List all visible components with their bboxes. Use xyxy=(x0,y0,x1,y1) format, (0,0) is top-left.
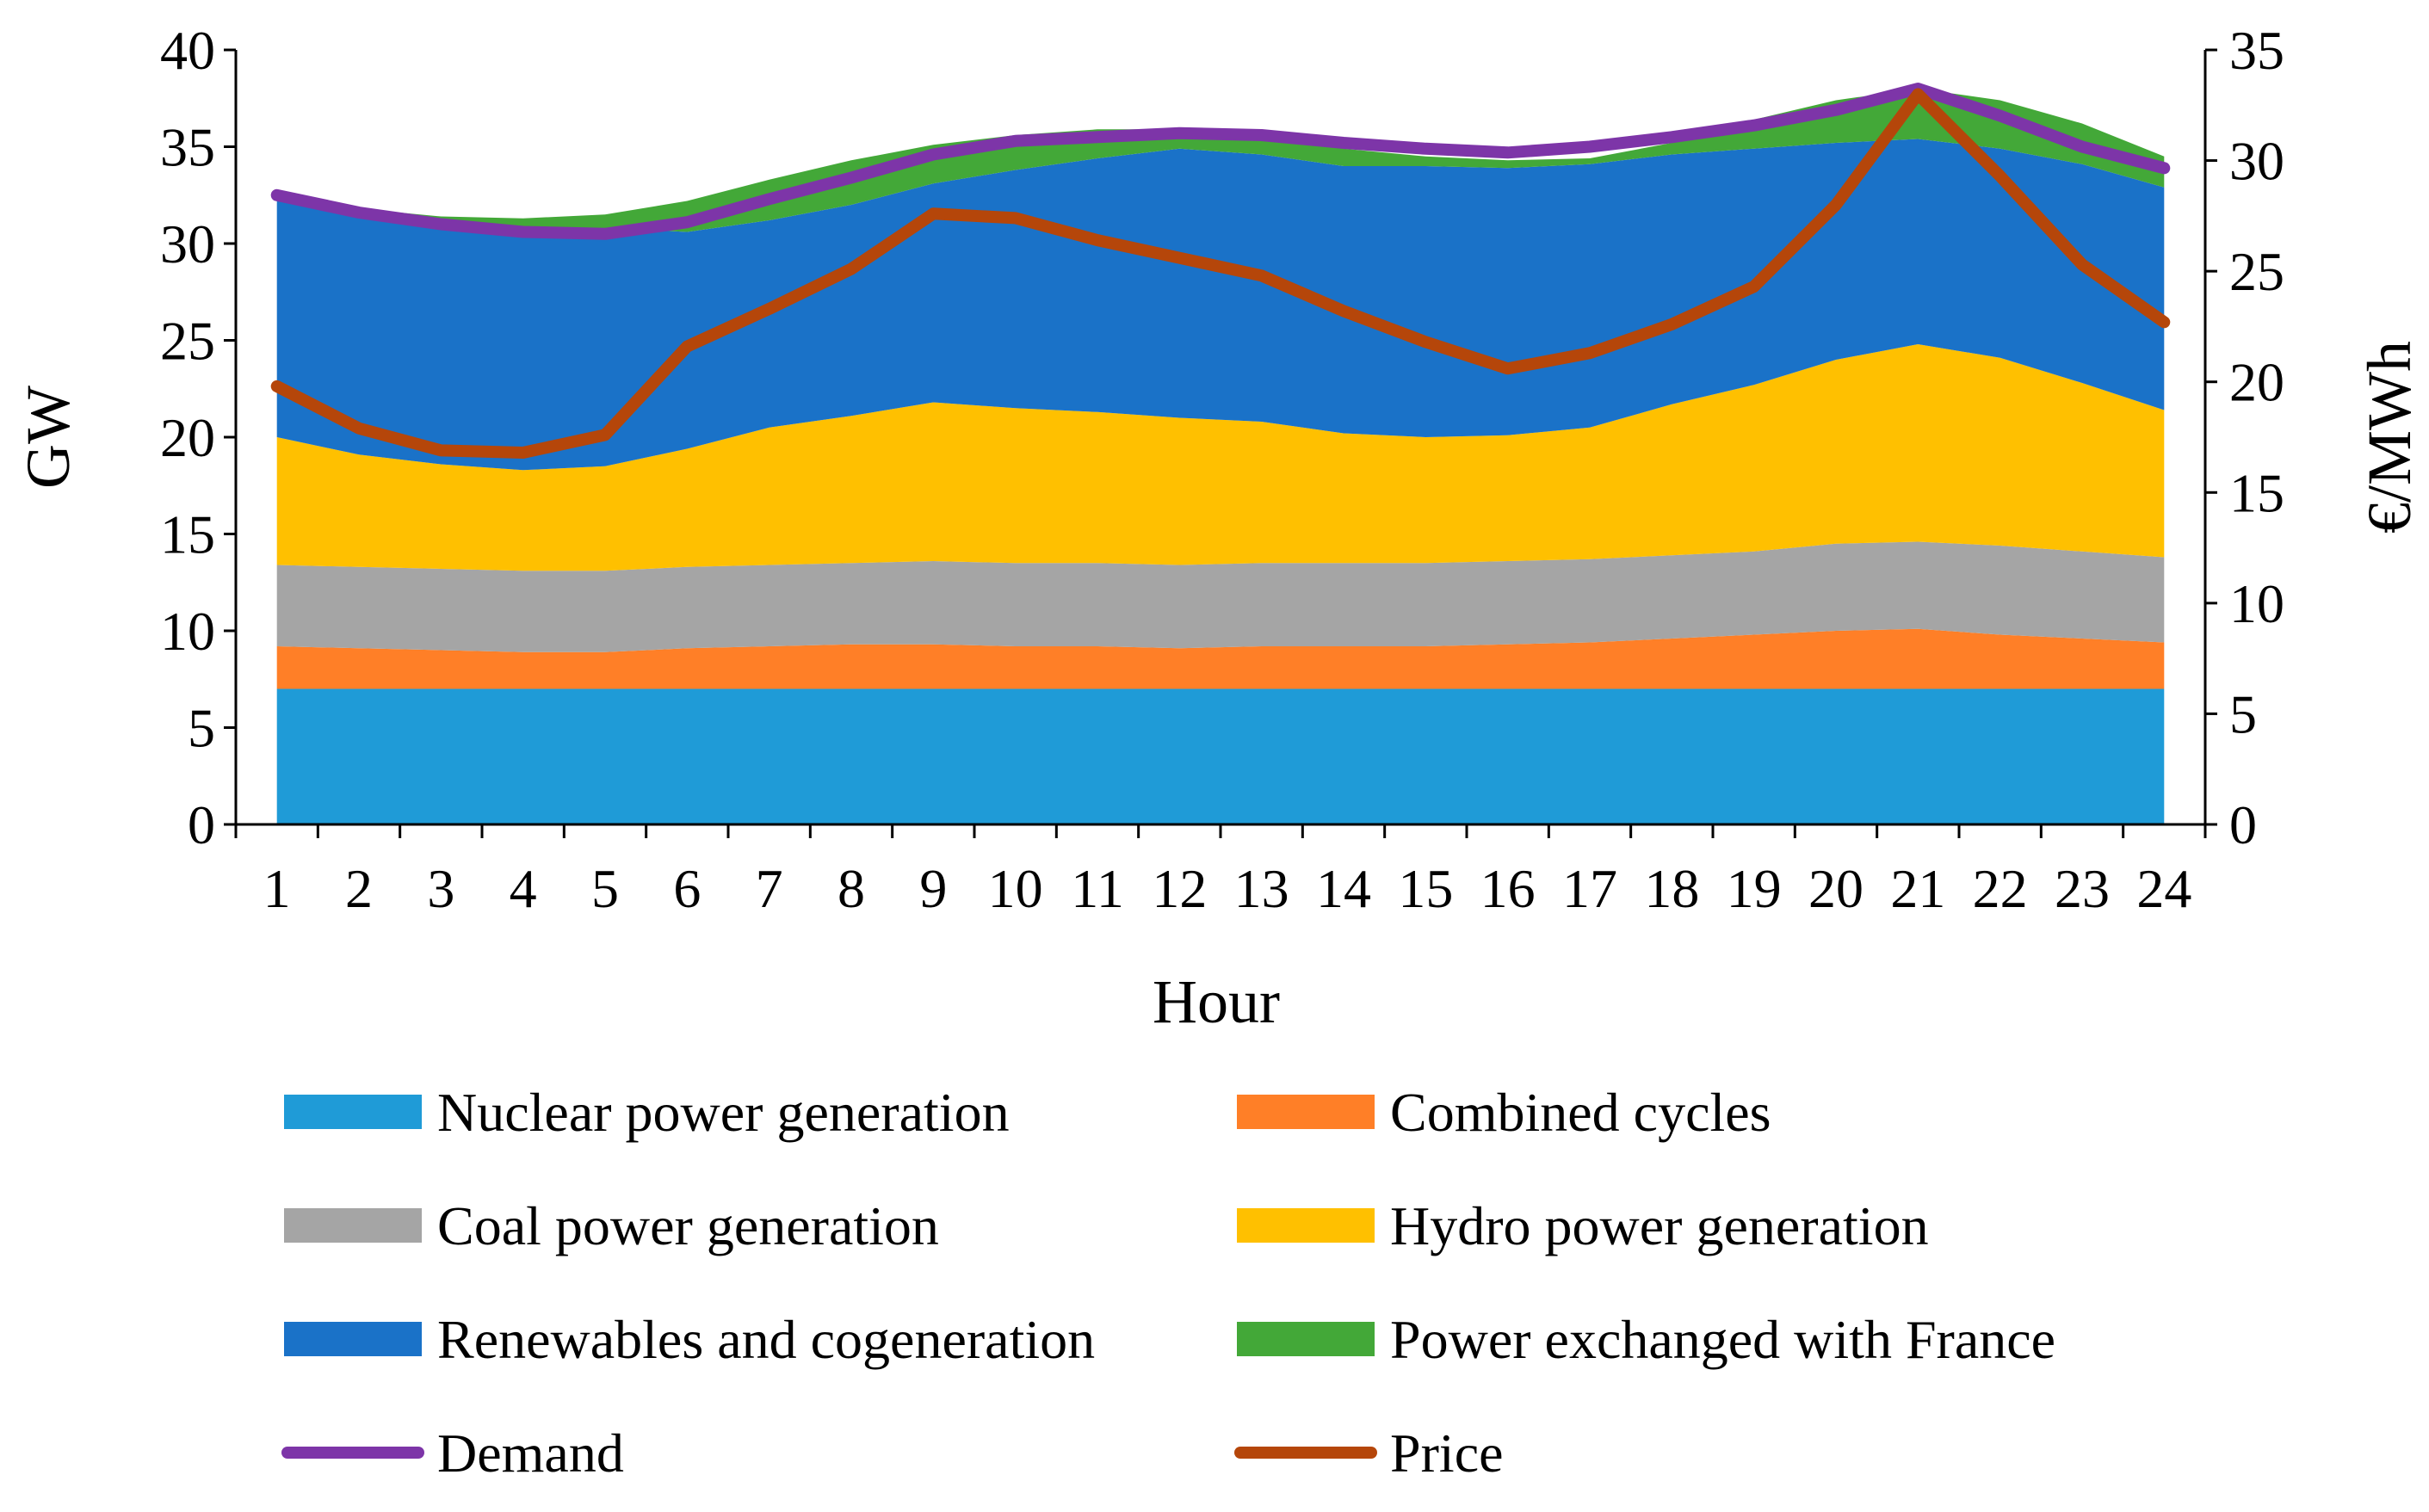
legend-item-price: Price xyxy=(1234,1423,1504,1484)
x-tick-label: 11 xyxy=(1071,858,1124,919)
legend-swatch xyxy=(284,1322,422,1356)
legend-swatch xyxy=(1237,1208,1375,1243)
y2-tick-label: 15 xyxy=(2229,462,2284,523)
legend-label: Price xyxy=(1390,1423,1504,1484)
legend-label: Renewables and cogeneration xyxy=(437,1309,1095,1370)
x-tick-label: 4 xyxy=(510,858,537,919)
x-tick-label: 5 xyxy=(591,858,619,919)
legend-item-demand: Demand xyxy=(281,1423,624,1484)
x-tick-label: 14 xyxy=(1316,858,1371,919)
legend-label: Coal power generation xyxy=(437,1195,939,1256)
y-tick-label: 5 xyxy=(188,698,215,759)
y-tick-label: 15 xyxy=(160,504,215,565)
y2-tick-label: 20 xyxy=(2229,352,2284,413)
legend-label: Combined cycles xyxy=(1390,1082,1771,1143)
legend-item-coal-power-generation: Coal power generation xyxy=(284,1195,939,1256)
x-tick-label: 24 xyxy=(2136,858,2191,919)
legend-swatch xyxy=(284,1095,422,1129)
x-tick-label: 20 xyxy=(1808,858,1863,919)
y2-tick-label: 0 xyxy=(2229,794,2257,855)
y2-axis-title: €/MWh xyxy=(2355,341,2424,534)
x-tick-label: 18 xyxy=(1644,858,1699,919)
y2-tick-label: 5 xyxy=(2229,683,2257,744)
line-series-group xyxy=(270,83,2171,459)
x-tick-label: 21 xyxy=(1890,858,1945,919)
x-tick-label: 16 xyxy=(1480,858,1536,919)
x-tick-label: 6 xyxy=(673,858,701,919)
x-tick-label: 10 xyxy=(988,858,1043,919)
area-coal-power-generation xyxy=(276,541,2165,652)
legend-item-nuclear-power-generation: Nuclear power generation xyxy=(284,1082,1010,1143)
x-tick-label: 13 xyxy=(1234,858,1289,919)
legend-label: Power exchanged with France xyxy=(1390,1309,2055,1370)
y-tick-label: 25 xyxy=(160,311,215,372)
line-price xyxy=(270,88,2171,459)
x-tick-label: 12 xyxy=(1152,858,1207,919)
y2-tick-label: 10 xyxy=(2229,573,2284,634)
y-tick-label: 20 xyxy=(160,407,215,468)
area-combined-cycles xyxy=(276,628,2165,689)
area-hydro-power-generation xyxy=(276,344,2165,571)
x-tick-label: 22 xyxy=(1973,858,2028,919)
y-tick-label: 35 xyxy=(160,117,215,178)
legend-item-power-exchanged-with-france: Power exchanged with France xyxy=(1237,1309,2055,1370)
y2-tick-label: 30 xyxy=(2229,131,2284,192)
x-tick-label: 19 xyxy=(1727,858,1782,919)
line-demand xyxy=(270,83,2171,240)
x-tick-label: 1 xyxy=(263,858,291,919)
legend-swatch xyxy=(1237,1322,1375,1356)
area-nuclear-power-generation xyxy=(276,688,2165,824)
x-tick-label: 8 xyxy=(837,858,865,919)
x-tick-label: 2 xyxy=(345,858,373,919)
y-axis-title: GW xyxy=(14,386,83,489)
x-tick-label: 23 xyxy=(2055,858,2110,919)
legend-swatch xyxy=(284,1208,422,1243)
legend: Nuclear power generation Combined cycles C… xyxy=(281,1082,2055,1484)
legend-item-hydro-power-generation: Hydro power generation xyxy=(1237,1195,1929,1256)
legend-item-renewables-and-cogeneration: Renewables and cogeneration xyxy=(284,1309,1095,1370)
legend-label: Nuclear power generation xyxy=(437,1082,1010,1143)
legend-label: Hydro power generation xyxy=(1390,1195,1929,1256)
x-tick-label: 3 xyxy=(427,858,454,919)
area-series-group xyxy=(276,89,2165,824)
x-axis-title: Hour xyxy=(1153,967,1280,1036)
x-tick-label: 15 xyxy=(1398,858,1453,919)
area-power-exchanged-with-france xyxy=(276,89,2165,232)
y-tick-label: 10 xyxy=(160,601,215,662)
legend-item-combined-cycles: Combined cycles xyxy=(1237,1082,1771,1143)
y-tick-label: 40 xyxy=(160,20,215,81)
x-tick-label: 7 xyxy=(756,858,783,919)
legend-label: Demand xyxy=(437,1423,624,1484)
x-tick-label: 17 xyxy=(1562,858,1617,919)
y-tick-label: 30 xyxy=(160,213,215,275)
area-renewables-and-cogeneration xyxy=(276,139,2165,471)
x-tick-label: 9 xyxy=(919,858,947,919)
y2-tick-label: 35 xyxy=(2229,20,2284,81)
y-tick-label: 0 xyxy=(188,794,215,855)
y2-tick-label: 25 xyxy=(2229,241,2284,302)
legend-swatch xyxy=(1237,1095,1375,1129)
